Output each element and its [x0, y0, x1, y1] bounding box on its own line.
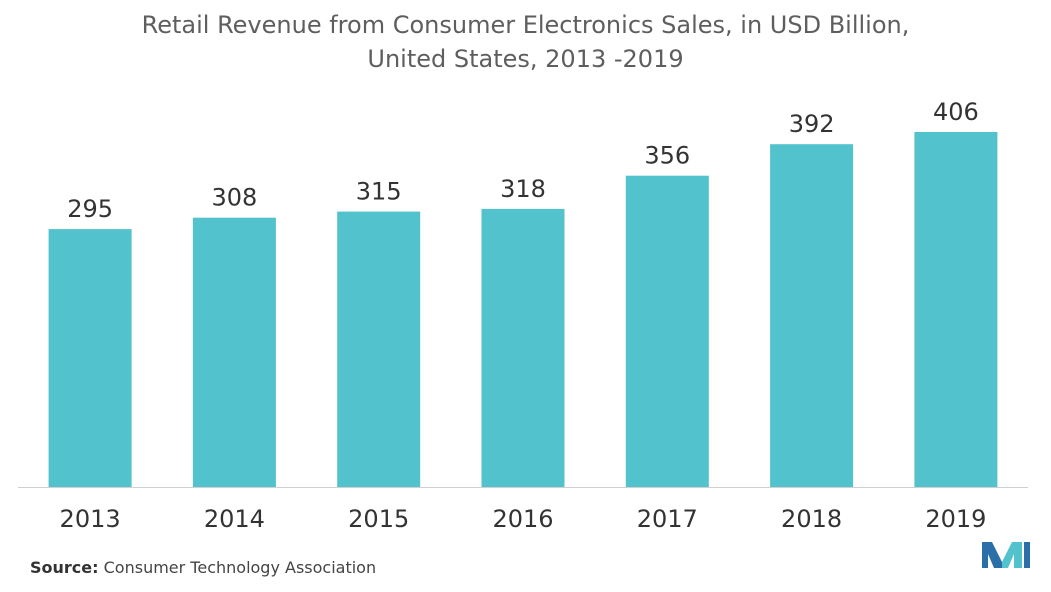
x-tick-label-2015: 2015 — [348, 505, 409, 533]
bar-2018 — [770, 144, 854, 487]
company-logo-icon — [982, 542, 1030, 568]
source-label: Source: — [30, 558, 99, 577]
value-label-2017: 356 — [644, 142, 690, 170]
chart-subtitle: United States, 2013 -2019 — [367, 45, 684, 73]
x-tick-label-2016: 2016 — [492, 505, 553, 533]
value-label-2016: 318 — [500, 175, 546, 203]
value-label-2013: 295 — [67, 195, 113, 223]
x-tick-label-2014: 2014 — [204, 505, 265, 533]
bar-2019 — [914, 132, 998, 487]
x-tick-label-2018: 2018 — [781, 505, 842, 533]
x-tick-label-2019: 2019 — [925, 505, 986, 533]
source-text: Consumer Technology Association — [103, 558, 377, 577]
bar-2015 — [337, 211, 421, 487]
chart-title-block: Retail Revenue from Consumer Electronics… — [0, 8, 1051, 76]
x-tick-label-2017: 2017 — [637, 505, 698, 533]
value-label-2018: 392 — [789, 110, 835, 138]
value-label-2014: 308 — [211, 184, 257, 212]
value-label-2019: 406 — [933, 98, 979, 126]
bar-2017 — [625, 175, 709, 487]
value-labels-group: 295 308 315 318 356 392 406 — [67, 98, 979, 223]
bar-2016 — [481, 208, 565, 487]
value-label-2015: 315 — [356, 178, 402, 206]
bars-group — [48, 132, 998, 487]
chart-title: Retail Revenue from Consumer Electronics… — [141, 11, 910, 39]
bar-2014 — [192, 217, 276, 487]
x-tick-labels-group: 2013 2014 2015 2016 2017 2018 2019 — [60, 505, 987, 533]
x-tick-label-2013: 2013 — [60, 505, 121, 533]
bar-2013 — [48, 229, 132, 487]
source-note: Source: Consumer Technology Association — [30, 558, 376, 577]
